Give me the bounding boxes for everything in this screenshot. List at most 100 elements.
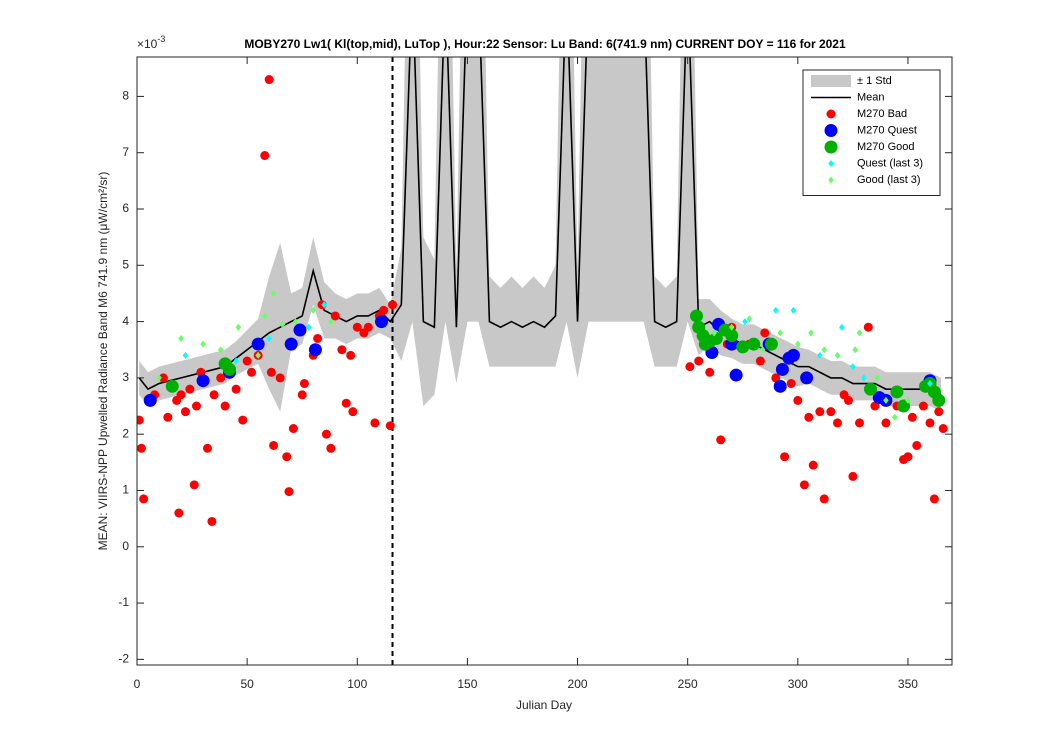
circle-marker <box>685 362 695 372</box>
diamond-marker <box>328 318 334 326</box>
circle-marker <box>223 362 237 376</box>
x-tick-label: 250 <box>678 677 698 691</box>
diamond-marker <box>255 351 261 359</box>
diamond-marker <box>310 306 317 314</box>
circle-marker <box>158 373 168 383</box>
circle-marker <box>804 412 814 422</box>
circle-marker <box>808 460 818 470</box>
circle-marker <box>247 367 257 377</box>
circle-marker <box>321 429 331 439</box>
legend: ± 1 Std Mean M270 Bad M270 Quest M270 Good Qu… <box>802 69 941 196</box>
circle-marker <box>284 337 298 351</box>
circle-marker <box>163 412 173 422</box>
circle-marker <box>297 390 307 400</box>
circle-marker <box>824 140 838 154</box>
circle-marker <box>709 331 723 345</box>
diamond-marker <box>856 329 863 337</box>
circle-marker <box>137 443 146 453</box>
circle-marker <box>881 418 891 428</box>
diamond-marker <box>217 346 224 354</box>
y-tick-label: 1 <box>122 483 129 497</box>
diamond-marker <box>306 323 312 331</box>
y-tick-label: 5 <box>122 257 129 271</box>
circle-marker <box>773 379 787 393</box>
circle-marker <box>800 371 814 385</box>
diamond-marker <box>821 346 828 354</box>
circle-marker <box>843 395 853 405</box>
diamond-marker <box>795 340 801 348</box>
circle-marker <box>191 401 201 411</box>
circle-marker <box>912 440 922 450</box>
circle-marker <box>238 415 248 425</box>
diamond-marker <box>790 306 797 314</box>
circle-marker <box>220 401 230 411</box>
circle-marker <box>174 508 184 518</box>
diamond-marker <box>927 380 933 388</box>
circle-marker <box>760 328 770 338</box>
circle-marker <box>288 424 298 434</box>
diamond-marker <box>839 323 845 331</box>
circle-marker <box>313 333 323 343</box>
diamond-marker <box>178 334 184 342</box>
diamond-marker <box>828 176 834 184</box>
circle-marker <box>375 315 388 329</box>
circle-marker <box>363 322 373 332</box>
diamond-marker <box>746 315 753 323</box>
circle-marker <box>231 384 241 394</box>
circle-marker <box>897 399 911 413</box>
diamond-marker <box>834 351 841 359</box>
diamond-marker <box>261 312 268 320</box>
x-tick-label: 100 <box>347 677 367 691</box>
circle-marker <box>326 443 336 453</box>
x-tick-label: 50 <box>240 677 254 691</box>
circle-marker <box>736 340 750 354</box>
y-multiplier-base: ×10 <box>137 37 158 51</box>
legend-label: M270 Bad <box>857 108 907 120</box>
circle-marker <box>934 407 944 417</box>
diamond-marker <box>321 301 328 309</box>
circle-marker <box>755 356 765 366</box>
circle-marker <box>775 362 789 376</box>
circle-marker <box>929 494 939 504</box>
circle-marker <box>379 305 389 315</box>
x-tick-label: 200 <box>568 677 588 691</box>
diamond-marker <box>711 329 717 337</box>
circle-marker <box>848 471 858 481</box>
y-tick-label: 6 <box>122 201 129 215</box>
circle-marker <box>725 329 739 343</box>
circle-marker <box>330 311 340 321</box>
x-axis-label: Julian Day <box>516 698 572 712</box>
circle-marker <box>209 390 219 400</box>
diamond-marker <box>817 351 823 359</box>
y-tick-label: -1 <box>118 595 129 609</box>
legend-label: Good (last 3) <box>857 174 921 186</box>
diamond-marker <box>156 374 162 382</box>
legend-label: Mean <box>857 91 885 103</box>
circle-marker <box>346 350 356 360</box>
circle-marker <box>260 151 270 161</box>
y-tick-label: 7 <box>122 145 129 159</box>
diamond-marker <box>270 289 277 297</box>
circle-marker <box>826 407 836 417</box>
circle-marker <box>907 412 917 422</box>
circle-marker <box>771 373 781 383</box>
circle-marker <box>348 407 358 417</box>
diamond-marker <box>828 160 834 167</box>
y-tick-label: 2 <box>122 426 129 440</box>
axes-frame <box>136 56 953 666</box>
circle-marker <box>308 343 322 357</box>
circle-marker <box>786 379 796 389</box>
circle-marker <box>337 345 347 355</box>
x-tick-label: 0 <box>134 677 141 691</box>
y-tick-label: 8 <box>122 89 129 103</box>
circle-marker <box>870 401 880 411</box>
circle-marker <box>747 337 761 351</box>
circle-marker <box>165 379 179 393</box>
y-multiplier: ×10-3 <box>137 34 165 51</box>
circle-marker <box>764 337 778 351</box>
circle-marker <box>341 398 351 408</box>
circle-marker <box>938 424 948 434</box>
circle-marker <box>299 379 309 389</box>
axes-layer: 0 50 100 150 200 250 300 350 -2 -1 0 1 2 3 4 5 6 7 8 <box>118 56 953 691</box>
